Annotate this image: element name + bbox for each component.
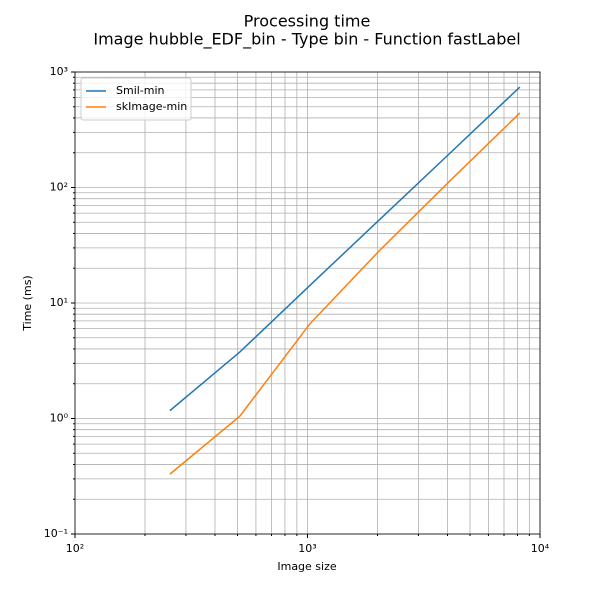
y-tick-label: 10⁰ bbox=[50, 412, 69, 425]
legend-label: Smil-min bbox=[116, 84, 165, 97]
legend-box bbox=[80, 77, 192, 121]
y-tick-label: 10¹ bbox=[50, 296, 68, 309]
y-tick-label: 10³ bbox=[50, 65, 68, 78]
chart-title: Processing time bbox=[244, 12, 371, 31]
chart-subtitle: Image hubble_EDF_bin - Type bin - Functi… bbox=[93, 30, 520, 50]
y-tick-label: 10⁻¹ bbox=[44, 527, 68, 540]
y-tick-label: 10² bbox=[50, 181, 68, 194]
legend-label: skImage-min bbox=[116, 100, 187, 113]
series-line bbox=[169, 86, 521, 412]
x-axis-label: Image size bbox=[277, 560, 337, 573]
y-axis-label: Time (ms) bbox=[21, 275, 34, 331]
plot-frame bbox=[74, 71, 541, 535]
x-tick-label: 10⁴ bbox=[531, 542, 550, 555]
x-tick-label: 10² bbox=[66, 542, 84, 555]
series-line bbox=[169, 112, 521, 475]
x-tick-label: 10³ bbox=[298, 542, 316, 555]
